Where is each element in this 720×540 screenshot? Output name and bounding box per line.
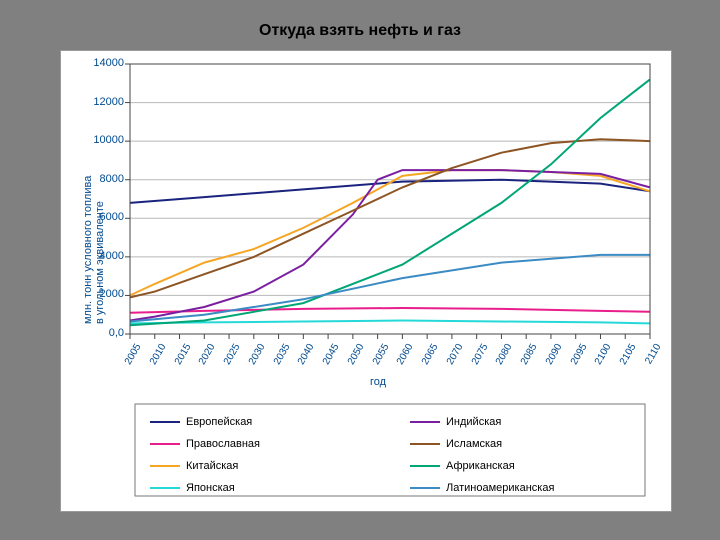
y-tick-label: 2000 bbox=[80, 288, 124, 300]
y-tick-label: 8000 bbox=[80, 173, 124, 185]
legend-item-african: Африканская bbox=[410, 460, 515, 472]
slide: Откуда взять нефть и газ млн. тонн услов… bbox=[0, 0, 720, 540]
legend-swatch bbox=[410, 465, 440, 467]
legend-item-european: Европейская bbox=[150, 416, 252, 428]
legend-swatch bbox=[410, 487, 440, 489]
legend-item-orthodox: Православная bbox=[150, 438, 260, 450]
legend-label: Японская bbox=[186, 482, 235, 494]
legend-label: Православная bbox=[186, 438, 260, 450]
legend-label: Исламская bbox=[446, 438, 502, 450]
y-tick-label: 6000 bbox=[80, 211, 124, 223]
legend-swatch bbox=[150, 421, 180, 423]
legend-swatch bbox=[150, 443, 180, 445]
legend-swatch bbox=[150, 465, 180, 467]
legend-label: Европейская bbox=[186, 416, 252, 428]
y-tick-label: 4000 bbox=[80, 250, 124, 262]
y-tick-label: 0,0 bbox=[80, 327, 124, 339]
legend-label: Африканская bbox=[446, 460, 515, 472]
y-tick-label: 10000 bbox=[80, 134, 124, 146]
legend-swatch bbox=[410, 443, 440, 445]
legend-label: Индийская bbox=[446, 416, 501, 428]
legend-swatch bbox=[410, 421, 440, 423]
legend-label: Китайская bbox=[186, 460, 238, 472]
legend-label: Латиноамериканская bbox=[446, 482, 554, 494]
legend-item-latin: Латиноамериканская bbox=[410, 482, 554, 494]
y-tick-label: 12000 bbox=[80, 96, 124, 108]
legend-item-chinese: Китайская bbox=[150, 460, 238, 472]
legend-item-japanese: Японская bbox=[150, 482, 235, 494]
y-tick-label: 14000 bbox=[80, 57, 124, 69]
plot-area bbox=[0, 0, 720, 540]
legend-item-islamic: Исламская bbox=[410, 438, 502, 450]
legend-item-indian: Индийская bbox=[410, 416, 501, 428]
legend-swatch bbox=[150, 487, 180, 489]
